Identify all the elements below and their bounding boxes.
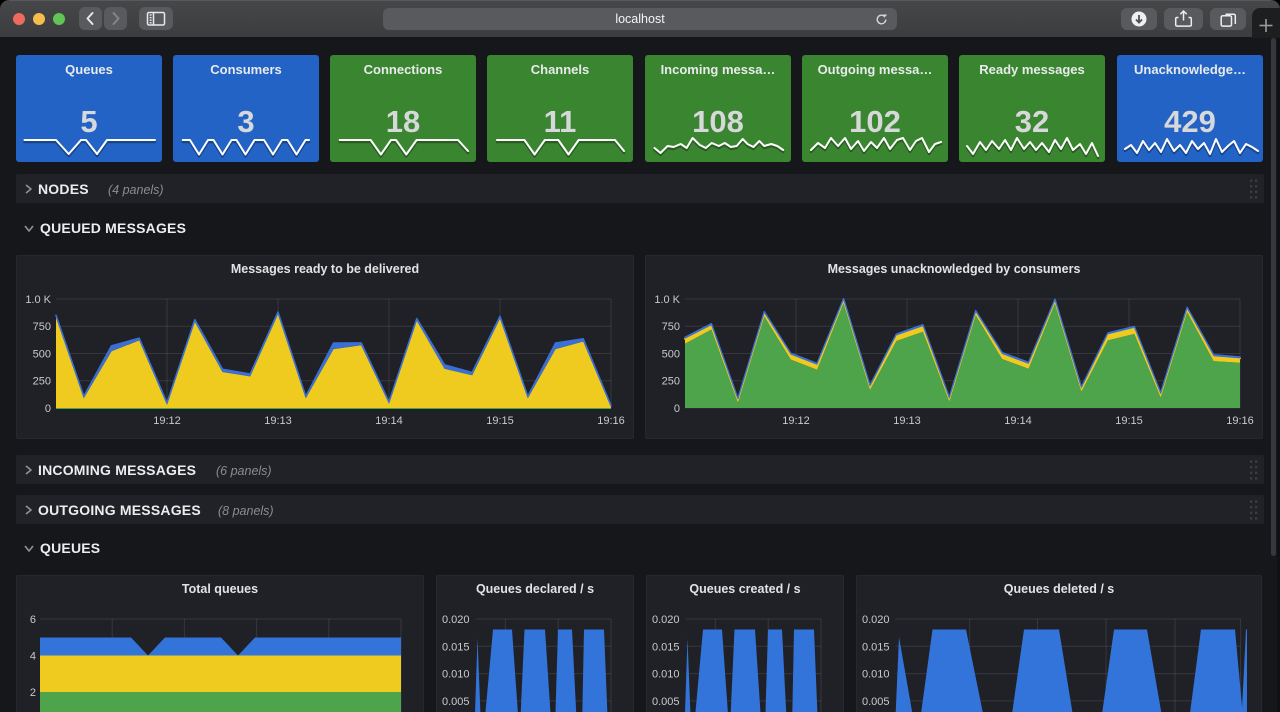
svg-text:2: 2 [30,687,36,699]
svg-text:0.015: 0.015 [862,641,890,653]
svg-text:19:14: 19:14 [1004,415,1032,427]
svg-text:250: 250 [662,376,680,388]
svg-text:0: 0 [45,403,51,415]
svg-text:0.020: 0.020 [652,614,680,626]
svg-text:19:16: 19:16 [1226,415,1254,427]
svg-text:0.015: 0.015 [442,641,470,653]
svg-text:6: 6 [30,614,36,626]
svg-text:0.010: 0.010 [442,669,470,681]
svg-text:1.0 K: 1.0 K [654,294,680,306]
svg-text:19:12: 19:12 [153,415,181,427]
svg-text:0.005: 0.005 [862,696,890,708]
svg-text:0.005: 0.005 [652,696,680,708]
svg-text:4: 4 [30,651,36,663]
svg-text:19:12: 19:12 [782,415,810,427]
svg-text:0.010: 0.010 [862,669,890,681]
svg-text:19:16: 19:16 [597,415,625,427]
svg-text:0: 0 [674,403,680,415]
svg-text:19:15: 19:15 [1115,415,1143,427]
svg-text:1.0 K: 1.0 K [25,294,51,306]
svg-text:0.020: 0.020 [442,614,470,626]
svg-text:500: 500 [33,348,51,360]
svg-text:19:14: 19:14 [375,415,403,427]
svg-text:0.005: 0.005 [442,696,470,708]
svg-text:19:13: 19:13 [264,415,292,427]
svg-text:0.020: 0.020 [862,614,890,626]
svg-text:250: 250 [33,376,51,388]
svg-text:500: 500 [662,348,680,360]
svg-text:0.010: 0.010 [652,669,680,681]
svg-text:19:13: 19:13 [893,415,921,427]
svg-text:0.015: 0.015 [652,641,680,653]
svg-text:750: 750 [662,321,680,333]
svg-text:750: 750 [33,321,51,333]
svg-text:19:15: 19:15 [486,415,514,427]
